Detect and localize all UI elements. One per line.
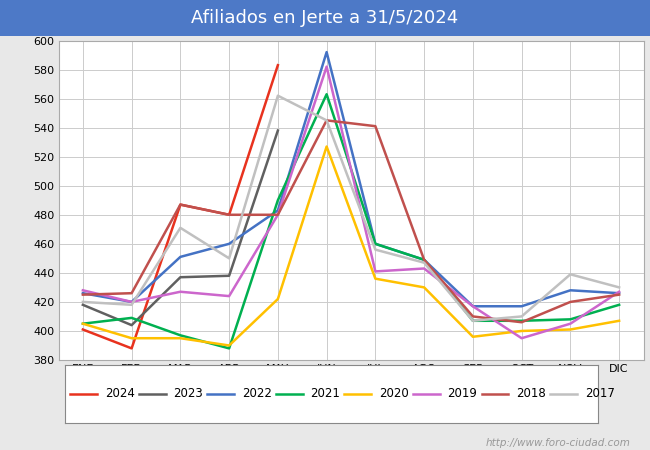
Text: 2023: 2023 <box>174 387 203 400</box>
Text: 2019: 2019 <box>448 387 478 400</box>
Text: http://www.foro-ciudad.com: http://www.foro-ciudad.com <box>486 438 630 448</box>
Text: 2024: 2024 <box>105 387 135 400</box>
Text: 2021: 2021 <box>311 387 341 400</box>
Text: 2020: 2020 <box>379 387 409 400</box>
Text: 2022: 2022 <box>242 387 272 400</box>
Text: 2018: 2018 <box>516 387 546 400</box>
Text: Afiliados en Jerte a 31/5/2024: Afiliados en Jerte a 31/5/2024 <box>191 9 459 27</box>
Text: 2017: 2017 <box>585 387 614 400</box>
